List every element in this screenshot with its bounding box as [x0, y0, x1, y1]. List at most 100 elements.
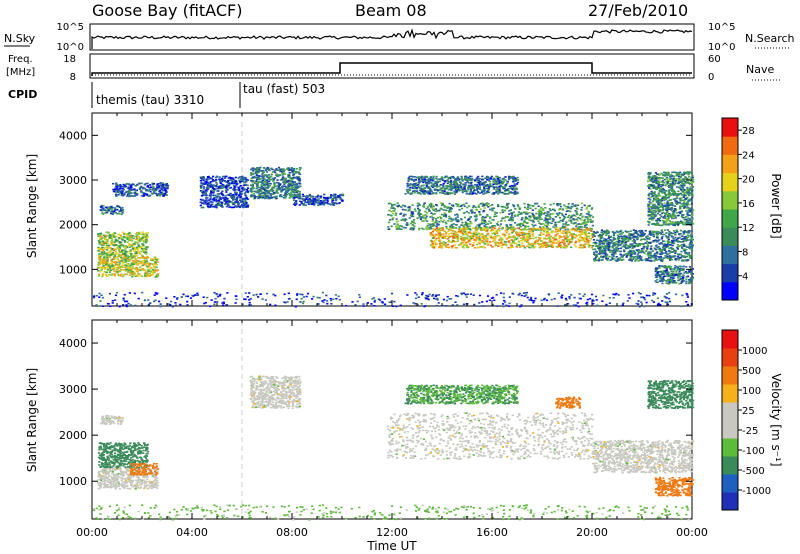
- scatter-cell: [103, 267, 106, 269]
- scatter-cell: [434, 233, 437, 236]
- scatter-cell: [100, 237, 103, 240]
- scatter-cell: [278, 174, 281, 176]
- scatter-cell: [448, 202, 451, 205]
- scatter-cell: [514, 237, 517, 239]
- scatter-cell: [570, 241, 574, 243]
- scatter-cell: [478, 226, 481, 229]
- scatter-cell: [587, 219, 590, 221]
- scatter-cell: [142, 248, 145, 251]
- scatter-cell: [484, 236, 487, 239]
- scatter-cell: [113, 264, 116, 267]
- scatter-cell: [535, 212, 538, 215]
- scatter-cell: [140, 250, 143, 253]
- scatter-cell: [252, 187, 255, 189]
- scatter-cell: [211, 187, 215, 189]
- scatter-cell: [575, 207, 578, 210]
- scatter-cell: [547, 221, 550, 224]
- scatter-cell: [162, 192, 165, 195]
- scatter-cell: [130, 263, 133, 265]
- scatter-cell: [116, 267, 119, 269]
- scatter-cell: [212, 190, 215, 193]
- scatter-cell: [461, 190, 464, 192]
- scatter-cell: [126, 260, 129, 262]
- scatter-cell: [482, 189, 485, 191]
- scatter-cell: [456, 213, 459, 216]
- scatter-cell: [131, 262, 134, 264]
- scatter-cell: [100, 205, 103, 208]
- scatter-cell: [153, 256, 156, 258]
- scatter-cell: [242, 203, 245, 206]
- scatter-cell: [138, 250, 141, 253]
- scatter-cell: [299, 195, 302, 197]
- scatter-cell: [232, 178, 235, 181]
- scatter-cell: [545, 232, 548, 234]
- scatter-cell: [539, 246, 543, 248]
- scatter-cell: [553, 239, 556, 241]
- scatter-cell: [125, 195, 128, 197]
- scatter-cell: [469, 210, 472, 212]
- scatter-cell: [137, 269, 140, 271]
- scatter-cell: [458, 205, 461, 208]
- scatter-cell: [431, 179, 435, 182]
- scatter-cell: [460, 238, 463, 240]
- scatter-cell: [523, 211, 526, 214]
- scatter-cell: [100, 248, 103, 251]
- scatter-cell: [333, 202, 336, 204]
- scatter-cell: [98, 243, 101, 245]
- scatter-cell: [461, 180, 464, 182]
- scatter-cell: [494, 232, 497, 234]
- scatter-cell: [316, 202, 319, 204]
- scatter-cell: [557, 228, 560, 231]
- scatter-cell: [587, 211, 590, 214]
- scatter-cell: [430, 203, 433, 206]
- scatter-cell: [469, 243, 472, 245]
- scatter-cell: [558, 203, 561, 206]
- scatter-cell: [567, 205, 570, 208]
- scatter-cell: [142, 187, 145, 189]
- scatter-cell: [585, 238, 588, 240]
- scatter-cell: [156, 194, 159, 197]
- scatter-cell: [516, 224, 519, 226]
- scatter-cell: [290, 167, 294, 170]
- scatter-cell: [236, 202, 239, 205]
- scatter-cell: [239, 192, 242, 195]
- scatter-cell: [220, 192, 223, 194]
- scatter-cell: [567, 236, 570, 238]
- scatter-cell: [447, 236, 451, 239]
- scatter-cell: [209, 196, 212, 198]
- scatter-cell: [578, 239, 581, 242]
- scatter-cell: [294, 188, 298, 191]
- scatter-cell: [284, 194, 288, 196]
- scatter-cell: [411, 179, 414, 181]
- scatter-cell: [201, 202, 204, 205]
- scatter-cell: [590, 208, 593, 210]
- scatter-cell: [551, 242, 554, 244]
- scatter-cell: [504, 176, 507, 178]
- scatter-cell: [298, 180, 302, 182]
- scatter-cell: [464, 190, 467, 193]
- scatter-cell: [513, 236, 516, 238]
- scatter-cell: [415, 176, 419, 179]
- scatter-cell: [106, 240, 109, 243]
- scatter-cell: [118, 241, 121, 243]
- scatter-cell: [334, 196, 337, 199]
- scatter-cell: [458, 185, 461, 188]
- scatter-cell: [299, 197, 302, 199]
- scatter-cell: [97, 235, 100, 237]
- scatter-cell: [530, 219, 533, 222]
- scatter-cell: [99, 241, 102, 244]
- scatter-cell: [124, 268, 127, 271]
- scatter-cell: [588, 237, 591, 239]
- scatter-cell: [522, 224, 525, 227]
- scatter-cell: [440, 229, 443, 232]
- scatter-cell: [138, 246, 141, 249]
- scatter-cell: [218, 201, 221, 204]
- scatter-cell: [438, 240, 442, 243]
- scatter-cell: [531, 223, 534, 226]
- scatter-cell: [151, 271, 154, 274]
- scatter-cell: [495, 215, 498, 217]
- scatter-cell: [491, 227, 494, 229]
- scatter-cell: [158, 185, 161, 188]
- scatter-cell: [456, 203, 459, 206]
- scatter-cell: [146, 182, 149, 185]
